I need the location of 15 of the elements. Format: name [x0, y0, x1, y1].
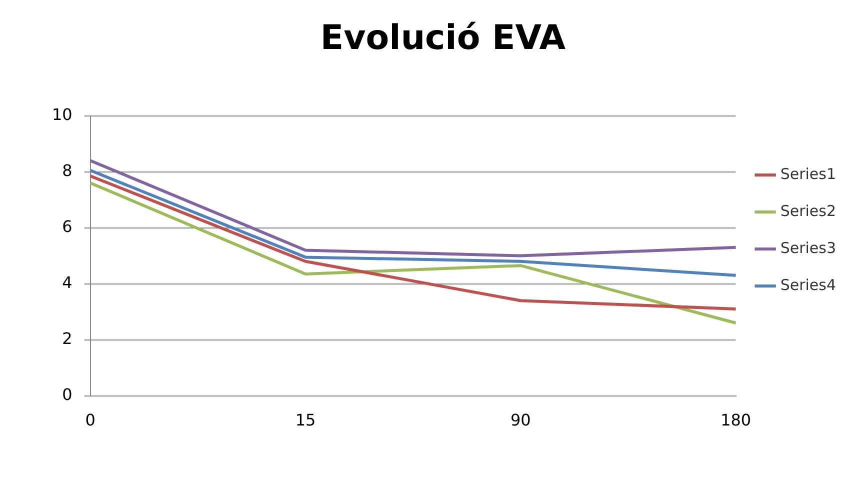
legend-label: Series3: [780, 238, 836, 257]
y-tick-label: 4: [62, 272, 72, 292]
legend-label: Series2: [780, 202, 836, 220]
y-tick-label: 10: [52, 104, 72, 124]
x-tick-label: 90: [510, 410, 531, 430]
legend-label: Series4: [780, 276, 836, 294]
x-tick-label: 180: [720, 410, 752, 430]
x-tick-label: 0: [85, 410, 96, 430]
x-tick-label: 15: [295, 410, 316, 430]
chart-title: Evolució EVA: [320, 18, 566, 58]
y-tick-label: 2: [62, 328, 72, 348]
legend-label: Series1: [780, 164, 836, 183]
y-tick-label: 6: [62, 216, 72, 236]
y-tick-label: 0: [62, 384, 72, 404]
y-tick-label: 8: [62, 160, 72, 180]
